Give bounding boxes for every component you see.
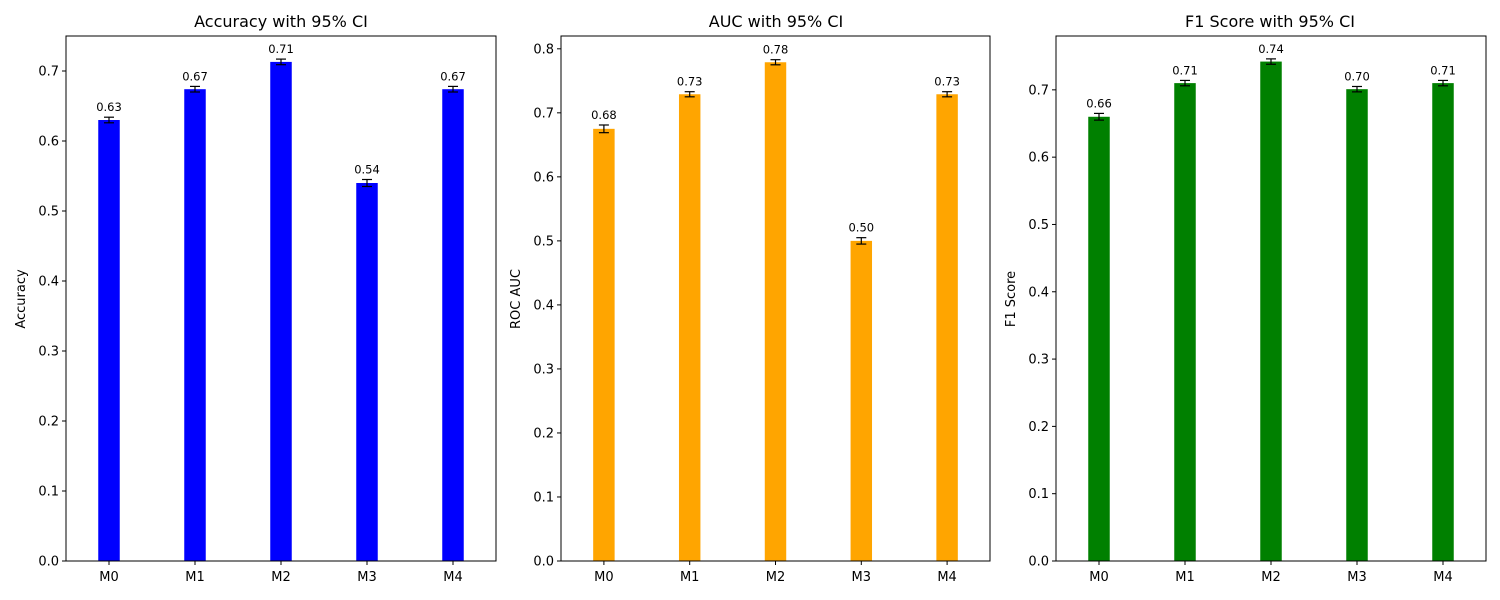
x-tick-label: M4 bbox=[937, 570, 957, 585]
chart-f1: F1 Score with 95% CI F1 Score 0.660.710.… bbox=[1004, 12, 1487, 585]
data-label: 0.67 bbox=[182, 69, 208, 83]
y-tick-label: 0.7 bbox=[38, 65, 59, 80]
y-tick-label: 0.0 bbox=[1028, 555, 1049, 570]
y-tick-label: 0.3 bbox=[38, 345, 59, 360]
y-tick-label: 0.5 bbox=[533, 234, 554, 249]
bar-m3 bbox=[1346, 89, 1368, 561]
y-tick-label: 0.4 bbox=[38, 275, 59, 290]
error-bar bbox=[1352, 85, 1362, 93]
bar-m0 bbox=[98, 120, 120, 561]
chart-title: Accuracy with 95% CI bbox=[194, 12, 368, 31]
x-tick-label: M0 bbox=[594, 570, 614, 585]
error-bar bbox=[276, 58, 286, 66]
error-bar bbox=[1266, 58, 1276, 65]
error-bar bbox=[598, 124, 609, 134]
y-axis-label: ROC AUC bbox=[509, 269, 524, 329]
data-label: 0.67 bbox=[440, 69, 466, 83]
bar-m3 bbox=[850, 240, 873, 561]
bar-m2 bbox=[1260, 61, 1282, 561]
error-bar bbox=[856, 237, 867, 245]
y-tick-label: 0.4 bbox=[533, 298, 554, 313]
x-tick-label: M2 bbox=[1261, 570, 1281, 585]
error-bar bbox=[362, 178, 372, 188]
data-label: 0.66 bbox=[1086, 96, 1112, 110]
y-tick-label: 0.2 bbox=[1028, 420, 1049, 435]
y-tick-label: 0.1 bbox=[38, 485, 59, 500]
chart-accuracy: Accuracy with 95% CI Accuracy 0.630.670.… bbox=[14, 12, 497, 585]
error-bar bbox=[770, 59, 781, 66]
bar-m1 bbox=[184, 89, 206, 561]
data-label: 0.71 bbox=[1172, 63, 1198, 77]
y-tick-label: 0.5 bbox=[1028, 218, 1049, 233]
data-label: 0.71 bbox=[1430, 63, 1456, 77]
x-tick-label: M2 bbox=[271, 570, 291, 585]
x-tick-label: M3 bbox=[852, 570, 872, 585]
y-tick-label: 0.7 bbox=[1028, 83, 1049, 98]
y-tick-label: 0.6 bbox=[533, 170, 554, 185]
error-bar bbox=[1438, 79, 1448, 87]
y-axis-label: F1 Score bbox=[1004, 271, 1019, 327]
data-label: 0.71 bbox=[268, 42, 294, 56]
x-tick-label: M4 bbox=[1433, 570, 1453, 585]
plot-area: 0.68 0.73 0.78 0.50 0.73 0.0 0.1 0.2 0.3 0.4 0.5 0.… bbox=[533, 35, 991, 585]
data-label: 0.63 bbox=[96, 100, 122, 114]
error-bar bbox=[1180, 79, 1190, 87]
y-tick-label: 0.2 bbox=[533, 426, 554, 441]
bar-m3 bbox=[356, 183, 378, 561]
data-label: 0.74 bbox=[1258, 42, 1284, 56]
bar-m4 bbox=[442, 89, 464, 561]
x-tick-label: M4 bbox=[443, 570, 463, 585]
plot-area: 0.63 0.67 0.71 0.54 0.67 0.0 0.1 0.2 0.3 0.4 0.5 0.… bbox=[38, 35, 497, 585]
y-tick-label: 0.8 bbox=[533, 42, 554, 57]
bar-m1 bbox=[1174, 83, 1196, 561]
bar-m2 bbox=[270, 61, 292, 562]
data-label: 0.73 bbox=[677, 75, 703, 89]
y-tick-label: 0.3 bbox=[533, 362, 554, 377]
bar-m1 bbox=[678, 94, 701, 561]
error-bar bbox=[190, 85, 200, 93]
bar-m4 bbox=[936, 94, 958, 561]
error-bar bbox=[1094, 112, 1104, 121]
x-tick-label: M1 bbox=[185, 570, 205, 585]
y-tick-label: 0.5 bbox=[38, 205, 59, 220]
error-bar bbox=[448, 85, 458, 93]
error-bar bbox=[684, 91, 695, 98]
data-label: 0.54 bbox=[354, 163, 380, 177]
y-tick-label: 0.2 bbox=[38, 415, 59, 430]
data-label: 0.68 bbox=[591, 108, 617, 122]
chart-title: AUC with 95% CI bbox=[709, 12, 843, 31]
x-tick-label: M1 bbox=[1175, 570, 1195, 585]
error-bar bbox=[942, 91, 953, 98]
y-tick-label: 0.7 bbox=[533, 106, 554, 121]
bar-m0 bbox=[593, 128, 615, 561]
x-tick-label: M1 bbox=[680, 570, 700, 585]
x-tick-label: M3 bbox=[1347, 570, 1367, 585]
x-tick-label: M2 bbox=[766, 570, 786, 585]
y-tick-label: 0.0 bbox=[38, 555, 59, 570]
y-axis-label: Accuracy bbox=[14, 269, 29, 329]
bar-m0 bbox=[1088, 116, 1110, 562]
y-tick-label: 0.4 bbox=[1028, 285, 1049, 300]
y-tick-label: 0.0 bbox=[533, 555, 554, 570]
error-bar bbox=[104, 116, 114, 124]
chart-title: F1 Score with 95% CI bbox=[1185, 12, 1355, 31]
y-tick-label: 0.1 bbox=[533, 490, 554, 505]
x-tick-label: M0 bbox=[99, 570, 119, 585]
x-tick-label: M3 bbox=[357, 570, 377, 585]
x-tick-label: M0 bbox=[1089, 570, 1109, 585]
chart-auc: AUC with 95% CI ROC AUC 0.680.730.780.50… bbox=[509, 12, 991, 585]
y-tick-label: 0.6 bbox=[38, 135, 59, 150]
data-label: 0.73 bbox=[934, 75, 960, 89]
data-label: 0.50 bbox=[848, 221, 874, 235]
data-label: 0.70 bbox=[1344, 69, 1370, 83]
y-tick-label: 0.6 bbox=[1028, 151, 1049, 166]
y-tick-label: 0.3 bbox=[1028, 353, 1049, 368]
data-label: 0.78 bbox=[763, 43, 789, 57]
y-tick-label: 0.1 bbox=[1028, 487, 1049, 502]
plot-area: 0.66 0.71 0.74 0.70 0.71 0.0 0.1 0.2 0.3 0.4 0.5 0.… bbox=[1028, 35, 1487, 585]
bar-m2 bbox=[764, 62, 787, 561]
bar-m4 bbox=[1432, 83, 1454, 561]
